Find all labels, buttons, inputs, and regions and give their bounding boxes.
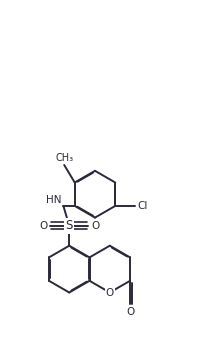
Text: O: O <box>91 221 100 231</box>
Text: S: S <box>66 219 73 232</box>
Text: HN: HN <box>46 195 61 205</box>
Text: Cl: Cl <box>137 201 148 211</box>
Text: O: O <box>126 307 134 317</box>
Text: O: O <box>106 287 114 298</box>
Text: CH₃: CH₃ <box>55 153 73 163</box>
Text: O: O <box>39 221 47 231</box>
